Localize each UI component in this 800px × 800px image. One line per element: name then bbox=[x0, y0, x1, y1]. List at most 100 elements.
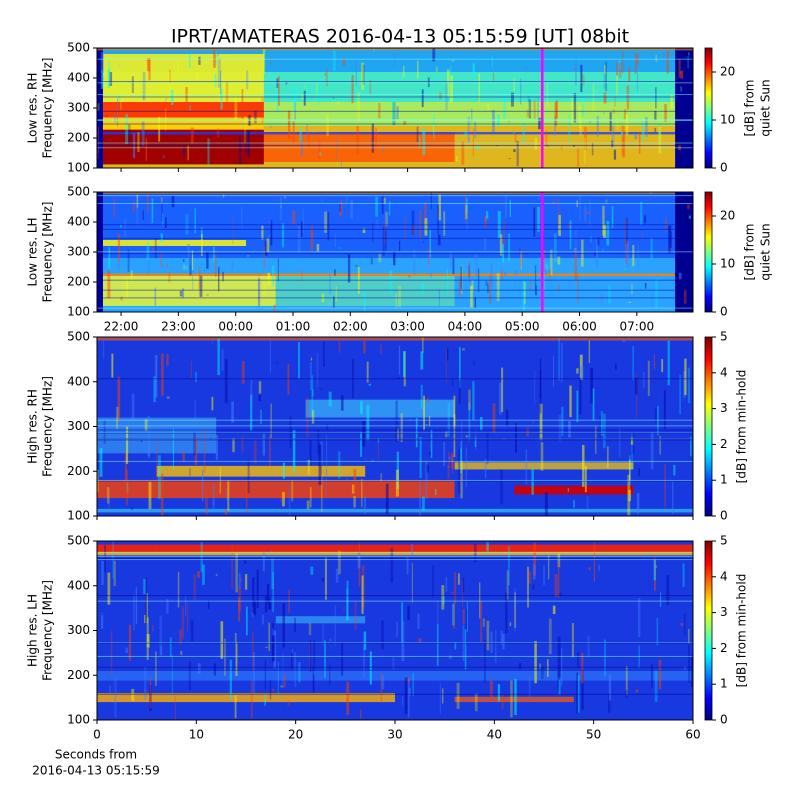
spectrogram-speckle bbox=[577, 100, 580, 102]
spectrogram-speckle bbox=[299, 127, 303, 142]
spectrogram-speckle bbox=[160, 473, 164, 516]
spectrogram-speckle bbox=[146, 634, 150, 648]
spectrogram-speckle bbox=[284, 196, 286, 199]
spectrogram-speckle bbox=[603, 66, 606, 89]
spectrogram-speckle bbox=[474, 693, 478, 712]
spectrogram-speckle bbox=[441, 585, 445, 610]
spectrogram-speckle bbox=[582, 74, 585, 86]
spectrogram-speckle bbox=[273, 630, 277, 669]
spectrogram-speckle bbox=[664, 463, 666, 507]
spectrogram-speckle bbox=[422, 496, 425, 511]
spectrogram-speckle bbox=[152, 247, 155, 252]
spectrogram-speckle bbox=[276, 361, 279, 364]
spectrogram-speckle bbox=[491, 55, 493, 69]
spectrogram-speckle bbox=[465, 435, 468, 438]
spectrogram-band bbox=[97, 129, 264, 165]
spectrogram-speckle bbox=[345, 193, 348, 206]
spectrogram-speckle bbox=[427, 246, 430, 265]
spectrogram-speckle bbox=[160, 252, 163, 268]
spectrogram-speckle bbox=[680, 86, 683, 92]
spectrogram-speckle bbox=[581, 203, 583, 205]
spectrogram-speckle bbox=[269, 125, 272, 129]
spectrogram-speckle bbox=[321, 198, 324, 202]
spectrogram-speckle bbox=[335, 286, 338, 302]
spectrogram-speckle bbox=[355, 265, 358, 267]
spectrogram-band bbox=[514, 485, 634, 495]
spectrogram-speckle bbox=[336, 101, 340, 105]
spectrogram-speckle bbox=[360, 400, 363, 415]
spectrogram-speckle bbox=[584, 137, 586, 165]
spectrogram-speckle bbox=[264, 646, 268, 648]
spectrogram-speckle bbox=[638, 597, 641, 638]
spectrogram-speckle bbox=[417, 613, 420, 629]
spectrogram-speckle bbox=[125, 469, 128, 506]
spectrogram-speckle bbox=[277, 258, 280, 282]
spectrogram-speckle bbox=[206, 294, 209, 296]
spectrogram bbox=[97, 541, 693, 720]
spectrogram-speckle bbox=[256, 569, 259, 609]
colorbar-label: [dB] from bbox=[743, 80, 757, 137]
spectrogram-speckle bbox=[506, 570, 509, 600]
spectrogram-speckle bbox=[507, 121, 510, 123]
spectrogram-speckle bbox=[225, 82, 229, 109]
spectrogram-speckle bbox=[152, 625, 154, 632]
spectrogram-speckle bbox=[197, 571, 201, 578]
spectrogram-speckle bbox=[445, 431, 448, 438]
spectrogram-speckle bbox=[478, 73, 481, 103]
spectrogram-speckle bbox=[194, 400, 196, 428]
spectrogram-speckle bbox=[591, 142, 594, 156]
spectrogram-speckle bbox=[117, 233, 121, 262]
x-tick-label: 06:00 bbox=[562, 320, 597, 334]
spectrogram-speckle bbox=[153, 376, 156, 403]
spectrogram-speckle bbox=[547, 659, 549, 677]
spectrogram-speckle bbox=[522, 280, 526, 311]
colorbar-tick-label: 0 bbox=[720, 509, 728, 523]
spectrogram-speckle bbox=[637, 244, 639, 270]
spectrogram-streak bbox=[97, 82, 693, 84]
spectrogram-speckle bbox=[325, 69, 328, 87]
spectrogram-speckle bbox=[625, 666, 628, 696]
spectrogram-speckle bbox=[397, 428, 399, 441]
spectrogram-speckle bbox=[484, 237, 487, 251]
colorbar-tick-label: 20 bbox=[720, 65, 735, 79]
spectrogram-speckle bbox=[467, 116, 470, 144]
spectrogram-speckle bbox=[568, 113, 571, 142]
spectrogram-speckle bbox=[659, 128, 661, 134]
spectrogram-speckle bbox=[177, 571, 180, 608]
spectrogram-streak bbox=[97, 419, 693, 421]
spectrogram-speckle bbox=[166, 396, 170, 399]
spectrogram-speckle bbox=[636, 493, 640, 514]
spectrogram-speckle bbox=[258, 395, 261, 402]
spectrogram-speckle bbox=[382, 74, 384, 77]
spectrogram-speckle bbox=[602, 248, 604, 253]
spectrogram-speckle bbox=[579, 118, 583, 136]
spectrogram-speckle bbox=[283, 674, 286, 688]
spectrogram-speckle bbox=[509, 622, 512, 627]
spectrogram-speckle bbox=[381, 620, 384, 650]
spectrogram-speckle bbox=[487, 283, 489, 293]
spectrogram-speckle bbox=[180, 650, 183, 655]
spectrogram-speckle bbox=[384, 230, 387, 251]
spectrogram-speckle bbox=[291, 480, 294, 502]
spectrogram-speckle bbox=[157, 455, 161, 499]
spectrogram-speckle bbox=[144, 614, 146, 624]
spectrogram-speckle bbox=[281, 223, 285, 248]
colorbar-tick-label: 3 bbox=[720, 605, 728, 619]
x-tick-label: 01:00 bbox=[276, 320, 311, 334]
spectrogram-speckle bbox=[162, 154, 165, 159]
spectrogram-speckle bbox=[124, 451, 128, 483]
spectrogram-speckle bbox=[528, 676, 531, 698]
spectrogram-speckle bbox=[188, 53, 191, 68]
spectrogram-speckle bbox=[346, 588, 349, 621]
spectrogram-speckle bbox=[574, 229, 577, 255]
spectrogram-speckle bbox=[502, 221, 506, 247]
x-tick-label: 0 bbox=[93, 728, 101, 742]
spectrogram-speckle bbox=[374, 127, 377, 150]
spectrogram-speckle bbox=[555, 100, 558, 119]
spectrogram-speckle bbox=[402, 65, 405, 79]
spectrogram-speckle bbox=[621, 130, 623, 138]
spectrogram-speckle bbox=[668, 225, 672, 254]
spectrogram-speckle bbox=[460, 460, 463, 499]
spectrogram-speckle bbox=[469, 261, 471, 283]
spectrogram-band bbox=[97, 48, 693, 51]
